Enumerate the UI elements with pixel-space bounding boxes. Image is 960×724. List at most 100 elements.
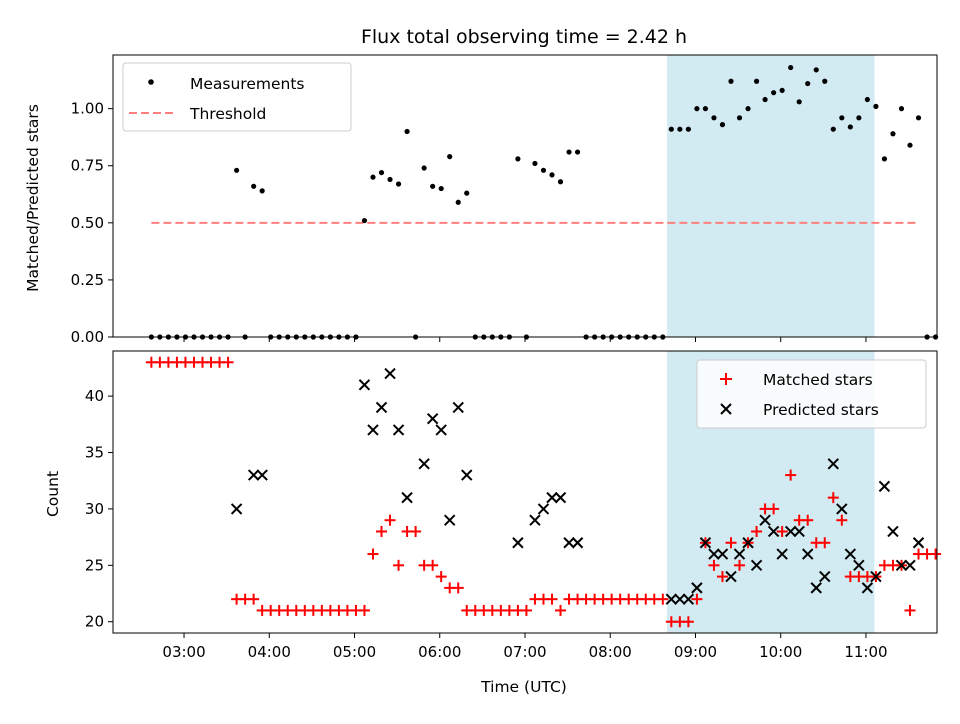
legend-predicted-label: Predicted stars [763,401,879,419]
measurement-point [719,122,726,128]
measurement-point [694,106,700,112]
measurement-point [395,181,402,187]
measurement-point [847,124,853,130]
predicted-star-point [725,570,737,583]
measurement-point [438,185,444,192]
predicted-star-point [443,514,456,526]
predicted-star-point [887,525,899,538]
matched-star-point [930,548,942,560]
measurement-point [898,106,905,112]
measurement-point [668,126,674,132]
measurement-point [907,142,913,148]
measurement-point [839,115,845,121]
predicted-star-point [716,548,729,560]
legend-threshold-label: Threshold [189,105,266,123]
predicted-star-point [375,401,388,414]
predicted-star-point [878,480,891,493]
predicted-star-point [767,525,780,538]
predicted-star-point [895,559,908,572]
predicted-star-point [392,424,405,436]
predicted-star-point [742,537,754,549]
measurement-point [455,199,461,205]
matched-star-point [725,537,737,549]
predicted-star-point [546,491,558,504]
x-tick-label: 06:00 [418,643,461,661]
top-legend-box [122,62,352,132]
matched-star-point [836,514,848,526]
predicted-star-point [452,401,464,414]
measurement-point [779,87,785,93]
predicted-star-point [827,458,839,470]
predicted-star-point [691,582,703,594]
predicted-star-point [836,503,848,515]
predicted-star-point [861,582,874,594]
matched-star-point [358,604,370,616]
predicted-star-point [793,525,805,538]
matched-star-point [657,593,669,605]
measurement-point [830,126,836,132]
predicted-star-point [708,548,720,560]
matched-star-point [827,492,839,504]
measurement-point [447,154,453,160]
top-panel: 0.00 0.25 0.50 0.75 1.00 Flux total observin… [24,26,939,346]
measurement-point [745,106,751,112]
x-tick-label: 11:00 [844,643,887,661]
bottom-legend-box [696,359,927,429]
matched-star-point [248,593,260,605]
y-tick-label: 0.50 [71,214,104,232]
measurement-point [864,96,870,103]
predicted-star-point [401,491,413,504]
legend-matched-label: Matched stars [763,371,873,389]
measurement-point [540,167,547,173]
matched-star-point [751,525,763,537]
predicted-star-point [674,593,686,605]
matched-star-point [708,559,720,571]
bottom-panel: 20 25 30 35 40 03:00 04:00 05:00 06:00 07:00 08:0… [44,350,942,696]
matched-star-point [435,571,447,583]
predicted-star-point [870,570,882,583]
matched-star-point [819,537,831,549]
measurement-point [515,156,521,162]
matched-star-point [776,525,788,537]
measurement-point [736,115,743,121]
measurement-point [361,217,368,224]
measurement-point [873,103,879,109]
bottom-x-ticks: 03:00 04:00 05:00 06:00 07:00 08:00 09:00 10:00… [162,633,888,661]
matched-star-point [682,616,694,628]
matched-star-point [802,514,814,526]
measurement-point [881,156,888,162]
measurement-point [549,172,555,178]
bottom-y-ticks: 20 25 30 35 40 [85,387,113,631]
predicted-star-point [418,458,430,470]
y-tick-label: 1.00 [71,100,104,118]
predicted-star-point [529,514,541,526]
predicted-star-point [750,559,763,572]
measurement-point [234,167,240,173]
predicted-star-point [537,503,550,515]
predicted-star-point [853,559,865,572]
predicted-star-point [461,469,473,481]
measurement-point [788,64,794,71]
measurement-point [813,67,819,73]
predicted-star-point [802,548,814,560]
y-tick-label: 25 [85,556,104,574]
predicted-star-point [247,469,260,481]
measurement-point [728,78,734,84]
measurement-point [685,126,691,132]
measurements-points [148,64,939,340]
predicted-star-point [665,593,678,605]
matched-star-point [452,582,464,594]
matched-star-point [376,525,388,537]
matched-star-point [367,548,379,560]
y-tick-label: 0.25 [71,271,104,289]
top-legend: Measurements Threshold [122,62,352,132]
predicted-star-point [358,379,371,391]
measurement-point [890,131,896,137]
measurement-point [259,188,265,194]
x-tick-label: 03:00 [162,643,205,661]
predicted-star-point [733,548,746,560]
matched-star-point [427,559,439,571]
measurement-point [677,126,683,132]
matched-star-point [393,559,405,571]
